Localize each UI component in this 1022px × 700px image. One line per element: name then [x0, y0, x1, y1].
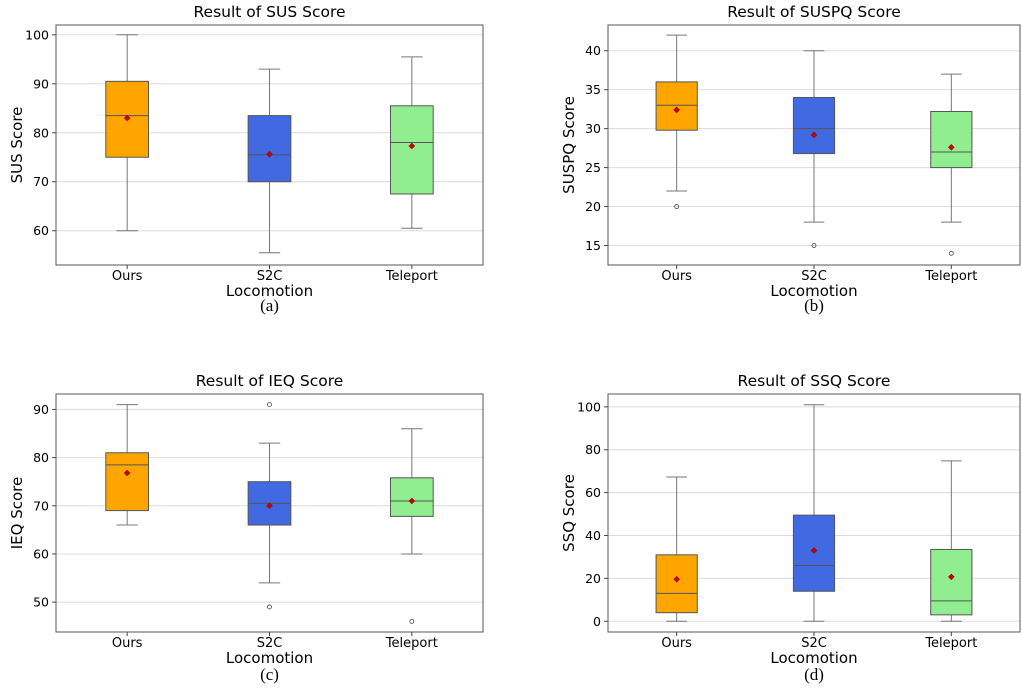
mean-marker — [408, 142, 416, 150]
y-tick-label: 35 — [585, 82, 601, 97]
outlier-point — [948, 250, 954, 256]
box-ours — [655, 476, 698, 622]
y-tick-label: 70 — [33, 174, 49, 189]
x-tick-label-s2c: S2C — [801, 269, 827, 284]
chart-sus: 60 70 80 90 100 Ours S2C Teleport Result of SUS … — [8, 3, 484, 300]
y-tick-label: 40 — [585, 528, 601, 543]
y-tick-label: 80 — [33, 450, 49, 465]
iqr-box — [105, 452, 150, 512]
y-tick-label: 25 — [585, 160, 601, 175]
y-tick-label: 50 — [33, 595, 49, 610]
sub-caption-sus: (a) — [260, 296, 279, 315]
x-axis-label: Locomotion — [770, 282, 857, 300]
x-axis-label: Locomotion — [770, 649, 857, 667]
y-tick-label: 40 — [585, 43, 601, 58]
y-tick-label: 15 — [585, 238, 601, 253]
mean-marker — [408, 497, 416, 505]
x-tick-label-teleport: Teleport — [385, 269, 438, 284]
mean-marker — [266, 150, 273, 158]
box-s2c — [247, 402, 292, 610]
x-tick-label-ours: Ours — [661, 636, 692, 651]
iqr-box — [930, 110, 973, 169]
x-tick-label-s2c: S2C — [801, 636, 827, 651]
y-axis-label: SUSPQ Score — [560, 96, 578, 194]
outlier-point — [267, 604, 272, 610]
mean-marker — [947, 143, 955, 151]
y-tick-label: 60 — [585, 485, 601, 500]
mean-marker — [123, 114, 131, 122]
box-teleport — [389, 428, 434, 624]
x-tick-label-s2c: S2C — [257, 269, 283, 284]
x-tick-label-teleport: Teleport — [924, 269, 977, 284]
y-tick-label: 100 — [25, 27, 49, 42]
y-tick-label: 80 — [33, 125, 49, 140]
y-tick-label: 20 — [585, 571, 601, 586]
iqr-box — [247, 115, 292, 183]
y-tick-label: 0 — [593, 614, 601, 629]
outlier-point — [409, 619, 415, 624]
y-tick-label: 20 — [585, 199, 601, 214]
x-axis-label: Locomotion — [226, 282, 313, 300]
mean-marker — [673, 106, 681, 114]
iqr-box — [655, 81, 698, 131]
box-s2c — [792, 50, 836, 248]
iqr-box — [389, 105, 434, 195]
y-axis-label: IEQ Score — [8, 477, 26, 550]
outlier-point — [267, 402, 272, 407]
outlier-point — [811, 243, 817, 248]
x-tick-label-ours: Ours — [112, 269, 143, 284]
chart-title: Result of SUSPQ Score — [727, 3, 901, 21]
mean-marker — [947, 573, 955, 581]
chart-title: Result of SUS Score — [193, 3, 345, 21]
x-axis-label: Locomotion — [226, 649, 313, 667]
chart-title: Result of SSQ Score — [738, 372, 891, 390]
box-teleport — [930, 73, 973, 256]
chart-ieq: 50 60 70 80 90 Ours S2C Teleport Result of IEQ S… — [8, 372, 484, 667]
x-tick-label-teleport: Teleport — [924, 636, 977, 651]
y-axis-label: SSQ Score — [560, 474, 578, 552]
y-tick-label: 90 — [33, 402, 49, 417]
x-tick-label-teleport: Teleport — [385, 636, 438, 651]
y-tick-label: 30 — [585, 121, 601, 136]
mean-marker — [123, 469, 131, 477]
x-tick-label-ours: Ours — [112, 636, 143, 651]
mean-marker — [810, 547, 818, 554]
sub-caption-ieq: (c) — [260, 665, 279, 684]
y-tick-label: 90 — [33, 76, 49, 91]
box-s2c — [792, 404, 836, 622]
iqr-box — [655, 554, 698, 614]
box-ours — [105, 34, 150, 232]
iqr-box — [930, 548, 973, 616]
box-teleport — [389, 56, 434, 229]
y-tick-label: 60 — [33, 546, 49, 561]
iqr-box — [389, 477, 434, 517]
x-tick-label-ours: Ours — [661, 269, 692, 284]
sub-caption-ssq: (d) — [804, 665, 824, 684]
y-tick-label: 100 — [577, 399, 601, 414]
box-ours — [105, 404, 150, 526]
chart-title: Result of IEQ Score — [196, 372, 344, 390]
mean-marker — [266, 502, 273, 510]
y-tick-label: 60 — [33, 223, 49, 238]
y-tick-label: 80 — [585, 442, 601, 457]
outlier-point — [674, 204, 680, 209]
y-tick-label: 70 — [33, 498, 49, 513]
iqr-box — [792, 96, 836, 155]
chart-suspq: 15 20 25 30 35 40 Ours S2C Teleport Result of SUS… — [560, 3, 1021, 300]
chart-ssq: 0 20 40 60 80 100 Ours S2C Teleport Result of SSQ… — [560, 372, 1021, 667]
mean-marker — [810, 131, 818, 139]
box-ours — [655, 34, 698, 209]
y-axis-label: SUS Score — [8, 107, 26, 184]
box-s2c — [247, 68, 292, 254]
sub-caption-suspq: (b) — [804, 296, 824, 315]
mean-marker — [673, 575, 681, 583]
x-tick-label-s2c: S2C — [257, 636, 283, 651]
box-teleport — [930, 460, 973, 622]
